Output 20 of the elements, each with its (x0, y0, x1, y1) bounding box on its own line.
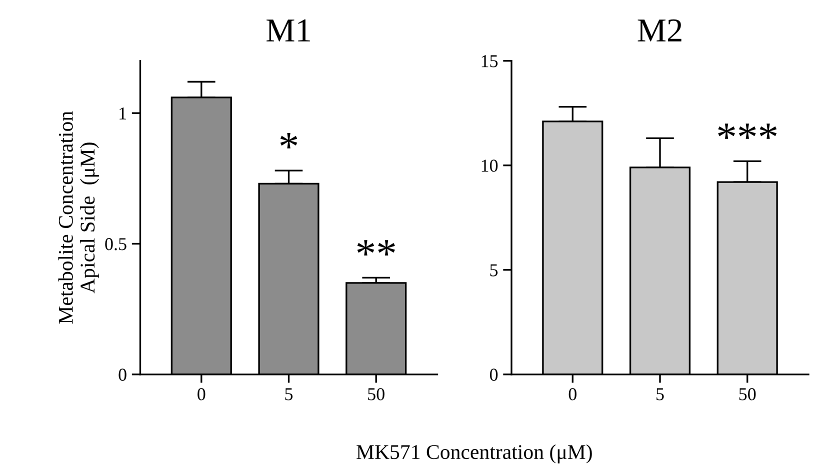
x-tick-label: 0 (568, 388, 576, 400)
chart-title: M1 (266, 19, 310, 42)
chart-title: M2 (638, 19, 682, 42)
x-tick-label: 5 (656, 388, 664, 400)
x-tick-label: 50 (739, 388, 756, 400)
annotation: *** (718, 124, 777, 139)
x-tick-label: 50 (368, 388, 384, 400)
y-tick-label: 1 (120, 107, 126, 120)
x-axis-title: MK571 Concentration (μM) (356, 444, 592, 464)
annotation: * (280, 133, 298, 148)
y-tick-label: 0 (490, 368, 498, 381)
y-tick-label: 10 (482, 160, 498, 172)
y-axis-title: Metabolite Concentration Apical Side (μM) (58, 111, 99, 324)
y-tick-label: 15 (482, 55, 498, 68)
x-tick-label: 5 (285, 388, 293, 400)
y-tick-label: 0.5 (105, 238, 126, 250)
annotation: ** (357, 240, 395, 256)
x-tick-label: 0 (198, 388, 206, 400)
y-tick-label: 5 (490, 264, 498, 276)
y-tick-label: 0 (118, 368, 126, 381)
